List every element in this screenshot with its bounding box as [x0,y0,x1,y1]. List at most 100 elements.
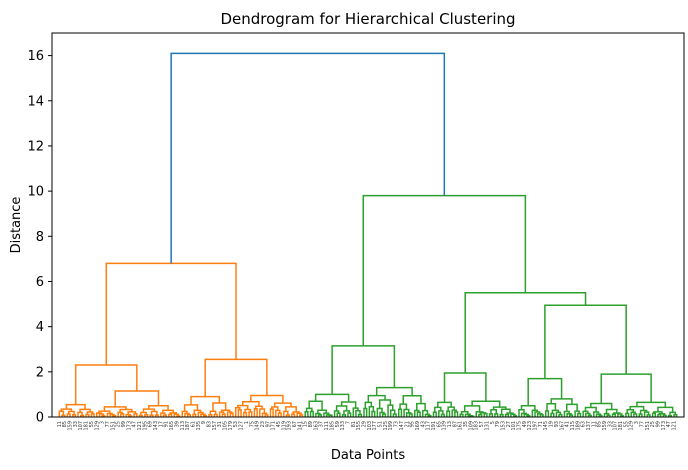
leaf-label: 121 [137,421,143,431]
y-tick-label: 0 [36,411,44,426]
leaf-label: 143 [153,421,159,431]
leaf-label: 149 [255,421,261,431]
leaf-label: 29 [361,421,367,427]
sub-link [432,411,437,417]
leaf-label: 189 [575,421,581,431]
link-o-b [204,358,268,397]
leaf-label: 99 [121,421,127,427]
y-tick-label: 8 [36,230,44,245]
leaf-label: 61 [190,421,196,427]
leaf-label: 113 [180,421,186,431]
y-tick-label: 14 [27,94,44,109]
leaf-label: 117 [426,421,432,431]
link-o-a [74,364,138,405]
leaf-label: 159 [602,421,608,431]
leaf-label: 137 [586,421,592,431]
leaf-label: 55 [89,421,95,427]
leaf-label: 183 [474,421,480,431]
leaf-label: 93 [554,421,560,427]
leaf-label: 33 [73,421,79,427]
leaf-label: 151 [110,421,116,431]
leaf-label: 197 [533,421,539,431]
sub-link [309,410,314,417]
leaf-label: 3 [100,421,106,424]
leaf-label: 41 [565,421,571,427]
leaf-label: 107 [78,421,84,431]
link-g-b2b1 [590,402,613,410]
leaf-label: 123 [527,421,533,431]
leaf-label: 5 [490,421,496,424]
sub-link [248,411,253,417]
link-g-b2b [600,373,652,404]
leaf-label: 147 [399,421,405,431]
sub-link [651,412,657,417]
y-tick-label: 12 [27,139,44,154]
leaf-label: 11 [591,421,597,427]
leaf-label: 135 [196,421,202,431]
leaf-label: 25 [116,421,122,427]
sub-link [416,411,421,417]
leaf-label: 37 [319,421,325,427]
leaf-label: 99 [655,421,661,427]
leaf-label: 109 [468,421,474,431]
sub-link [336,412,341,417]
leaf-label: 181 [618,421,624,431]
sub-link [364,401,373,409]
leaf-label: 105 [223,421,229,431]
link-o-a2 [114,390,160,407]
leaf-label: 59 [335,421,341,427]
leaf-label: 75 [249,421,255,427]
y-tick-label: 4 [36,320,44,335]
leaf-label: 1 [244,421,250,424]
sub-link [402,395,422,405]
leaf-label: 193 [287,421,293,431]
link-green-root [362,194,527,346]
leaf-label: 107 [613,421,619,431]
leaf-label: 51 [378,421,384,427]
sub-link [363,407,368,417]
leaf-label: 67 [292,421,298,427]
leaf-label: 181 [84,421,90,431]
leaf-label: 39 [174,421,180,427]
sub-link [340,401,357,409]
leaf-labels: 11 85 159 33 107 181 55 129 3 77 151 25 99 173 47 121 19… [57,421,678,431]
leaf-label: 21 [404,421,410,427]
leaf-label: 155 [356,421,362,431]
leaf-label: 91 [164,421,170,427]
y-axis: 0 2 4 6 8 10 12 14 16 [27,49,52,426]
leaf-label: 19 [549,421,555,427]
leaf-label: 47 [666,421,672,427]
link-g-a2 [375,386,413,396]
leaf-label: 161 [458,421,464,431]
leaf-label: 163 [313,421,319,431]
leaf-label: 49 [522,421,528,427]
leaf-label: 129 [94,421,100,431]
leaf-label: 157 [212,421,218,431]
leaf-label: 167 [559,421,565,431]
leaf-label: 191 [431,421,437,431]
leaf-label: 7 [345,421,351,424]
x-axis-title: Data Points [331,448,405,463]
leaf-label: 121 [671,421,677,431]
leaf-label: 83 [206,421,212,427]
leaf-label: 119 [281,421,287,431]
leaf-label: 145 [543,421,549,431]
leaf-label: 125 [383,421,389,431]
y-tick-label: 16 [27,49,44,64]
leaf-label: 57 [479,421,485,427]
leaf-label: 47 [132,421,138,427]
leaf-label: 87 [452,421,458,427]
leaf-label: 133 [340,421,346,431]
leaf-label: 153 [500,421,506,431]
leaf-label: 79 [495,421,501,427]
link-g-b2 [544,304,627,379]
leaf-label: 17 [158,421,164,427]
leaf-label: 129 [629,421,635,431]
leaf-label: 177 [372,421,378,431]
leaf-label: 71 [538,421,544,427]
leaf-label: 139 [442,421,448,431]
leaf-label: 31 [217,421,223,427]
sub-link [304,410,309,417]
leaf-label: 89 [308,421,314,427]
